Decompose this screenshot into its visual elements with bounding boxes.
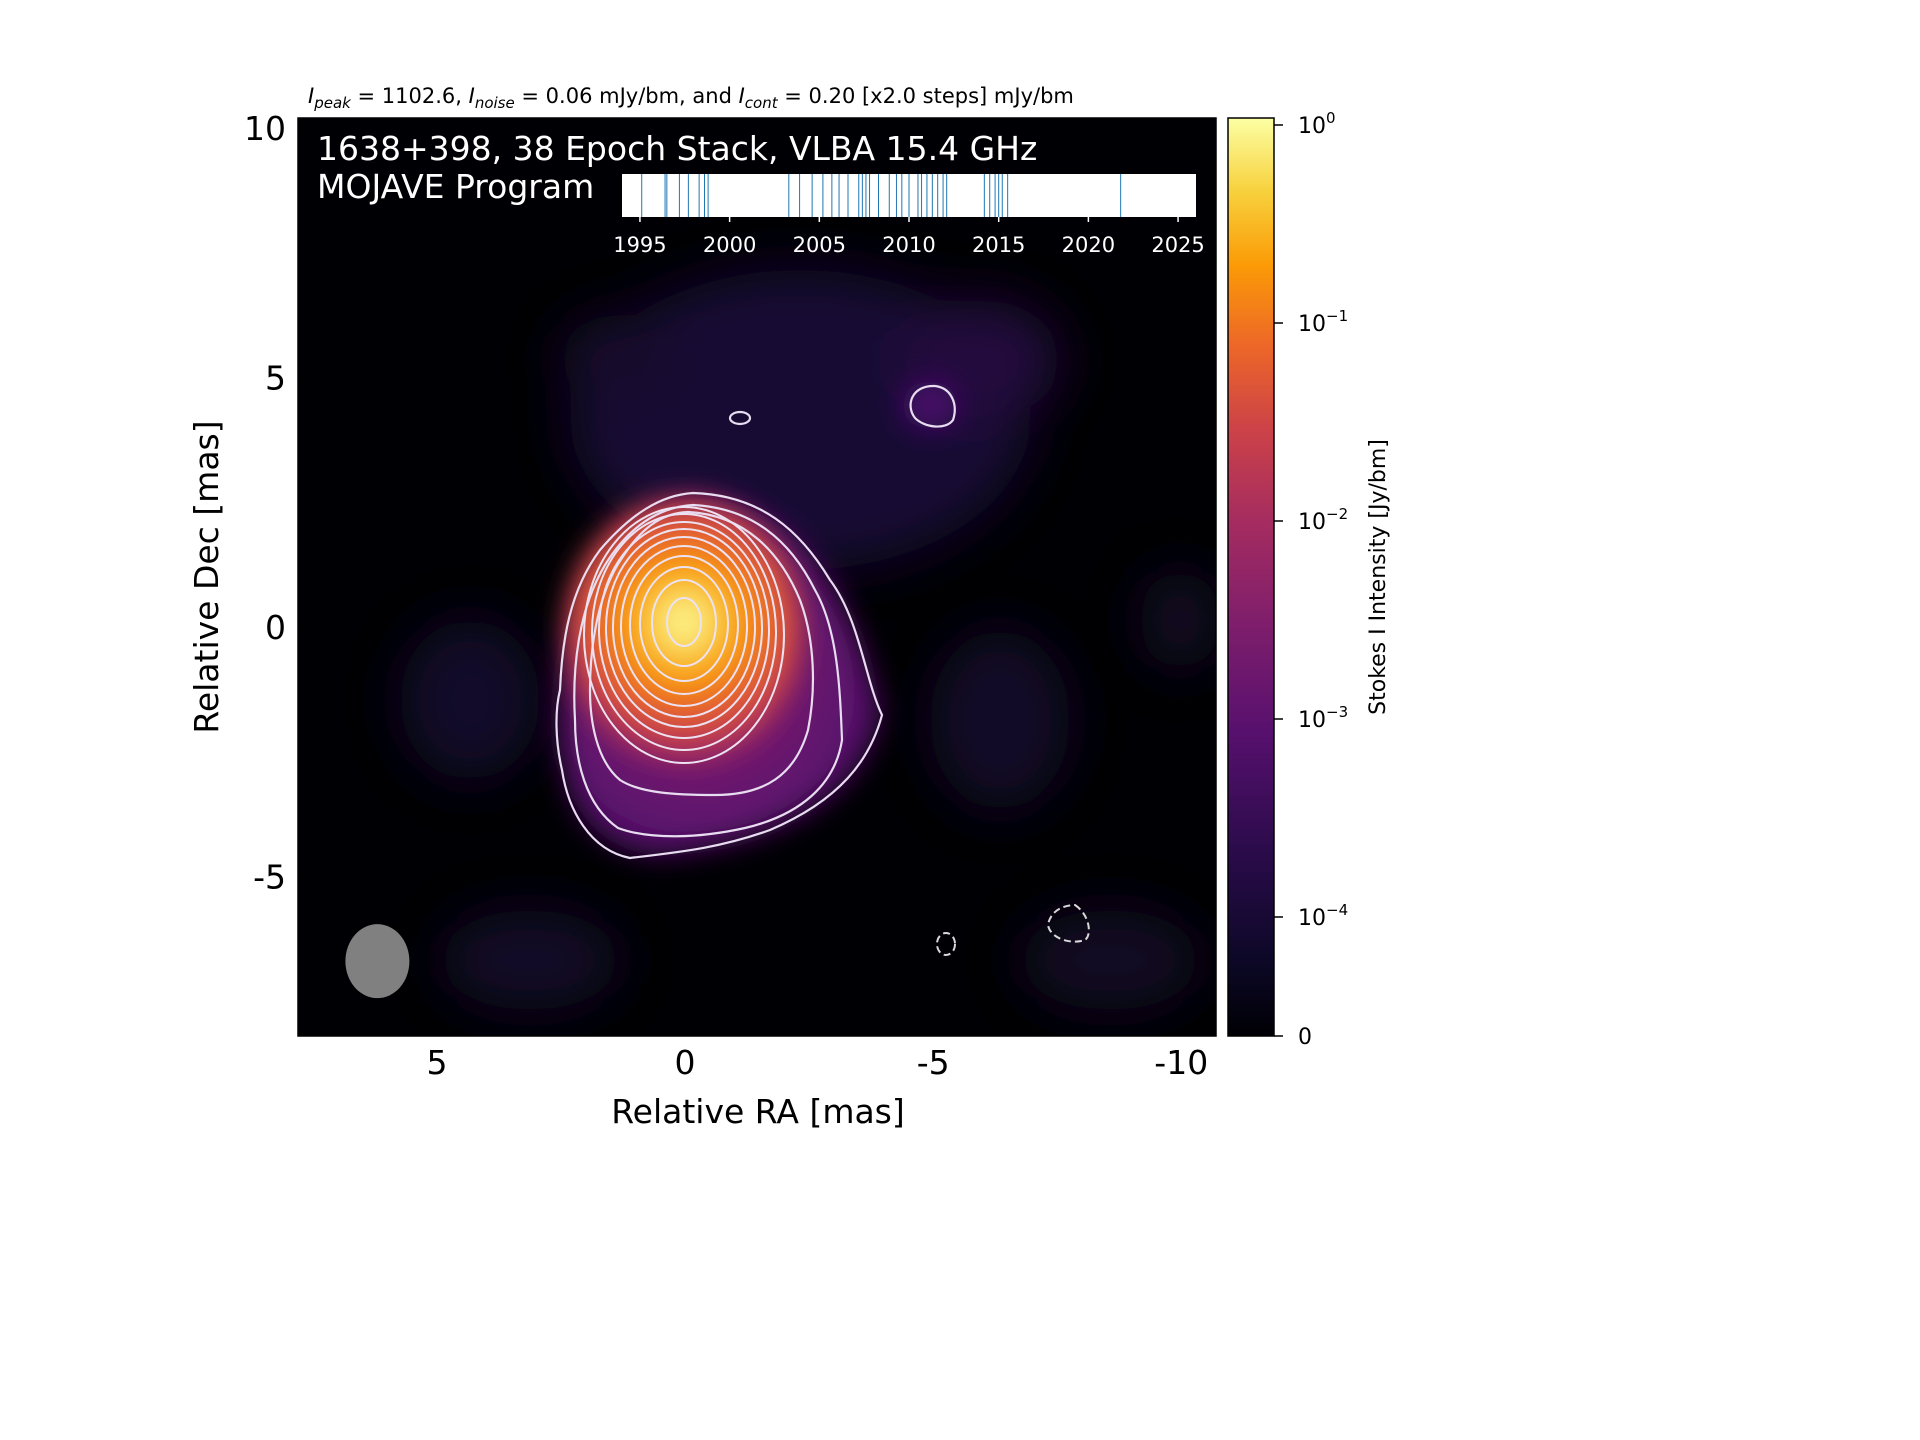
cont-value: = 0.20 [x2.0 steps] mJy/bm <box>778 84 1074 108</box>
epoch-markers <box>641 174 1122 217</box>
colorbar-ticks: 100 10−1 10−2 10−3 10−4 0 <box>1274 109 1348 1050</box>
figure-header: Ipeak = 1102.6, Inoise = 0.06 mJy/bm, an… <box>308 84 1074 112</box>
beam-ellipse <box>345 924 410 999</box>
peak-subscript: peak <box>313 94 352 112</box>
cont-subscript: cont <box>745 94 779 112</box>
contour-islands <box>728 384 956 428</box>
intensity-map: 1638+398, 38 Epoch Stack, VLBA 15.4 GHz … <box>244 109 1217 1082</box>
faint-emission <box>400 270 1216 1010</box>
contour-ring-4 <box>605 528 763 728</box>
y-tick-label: 5 <box>265 358 286 397</box>
colorbar: 100 10−1 10−2 10−3 10−4 0 Stokes I Intensity … <box>1227 109 1391 1050</box>
contour-ring-10 <box>666 597 702 647</box>
contour-ring-2 <box>591 513 777 751</box>
x-tick-label: 5 <box>426 1043 447 1082</box>
epoch-tick-label: 2005 <box>793 233 846 257</box>
epoch-tick-label: 2010 <box>882 233 935 257</box>
colorbar-tick-label: 10−4 <box>1298 901 1348 931</box>
x-axis-label: Relative RA [mas] <box>611 1092 905 1131</box>
contour-ring-3 <box>598 521 770 739</box>
contour-set <box>555 491 884 860</box>
contour-ring-6 <box>620 545 748 707</box>
epoch-tick-label: 2025 <box>1151 233 1204 257</box>
cont-symbol: I <box>739 84 745 108</box>
epoch-tick-label: 2020 <box>1062 233 1115 257</box>
negative-contour-2 <box>936 932 956 956</box>
y-tick-label: -5 <box>253 857 286 896</box>
colorbar-tick-label: 10−1 <box>1298 307 1348 337</box>
map-frame <box>297 117 1217 1037</box>
contour-level-1 <box>555 491 884 860</box>
epoch-tick-label: 2000 <box>703 233 756 257</box>
program-title: MOJAVE Program <box>317 167 594 206</box>
epoch-timeline: 1995 2000 2005 2010 2015 2020 2025 <box>613 174 1205 257</box>
negative-contours <box>936 903 1090 956</box>
colorbar-tick-label: 10−2 <box>1298 505 1348 535</box>
source-title: 1638+398, 38 Epoch Stack, VLBA 15.4 GHz <box>317 129 1037 168</box>
epoch-tick-label: 2015 <box>972 233 1025 257</box>
negative-contour-1 <box>1046 903 1090 943</box>
contour-ring-1 <box>583 506 785 764</box>
contour-ring-9 <box>651 579 717 667</box>
noise-subscript: noise <box>475 94 515 112</box>
contour-island-north <box>909 384 956 428</box>
y-tick-label: 10 <box>244 109 286 148</box>
contour-core-rings <box>583 506 785 764</box>
contour-ring-5 <box>612 536 756 718</box>
colorbar-frame <box>1227 117 1275 1037</box>
y-axis-label: Relative Dec [mas] <box>187 420 226 733</box>
contour-island-small <box>728 410 752 426</box>
colorbar-gradient <box>1228 118 1274 1036</box>
colorbar-tick-label: 0 <box>1298 1025 1312 1050</box>
contour-level-2 <box>573 503 844 838</box>
colorbar-label: Stokes I Intensity [Jy/bm] <box>1366 439 1391 715</box>
contour-level-3 <box>588 510 815 797</box>
contour-ring-8 <box>639 566 729 682</box>
contour-ring-7 <box>629 555 739 695</box>
epoch-tick-label: 1995 <box>613 233 666 257</box>
epoch-axis: 1995 2000 2005 2010 2015 2020 2025 <box>613 217 1205 257</box>
y-tick-label: 0 <box>265 608 286 647</box>
map-ticks: 5 0 -5 -10 10 5 0 -5 <box>244 109 1208 1082</box>
colorbar-tick-label: 10−3 <box>1298 703 1348 733</box>
noise-value: = 0.06 mJy/bm, and <box>515 84 739 108</box>
peak-value: = 1102.6, <box>351 84 469 108</box>
noise-symbol: I <box>469 84 475 108</box>
colorbar-tick-label: 100 <box>1298 109 1336 139</box>
x-tick-label: -5 <box>917 1043 950 1082</box>
x-tick-label: 0 <box>675 1043 696 1082</box>
x-tick-label: -10 <box>1154 1043 1208 1082</box>
peak-symbol: I <box>308 84 314 108</box>
